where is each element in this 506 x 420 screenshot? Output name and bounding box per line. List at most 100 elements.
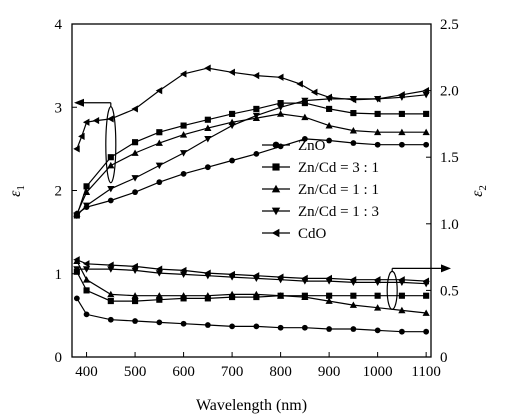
svg-text:ε2: ε2 bbox=[469, 185, 489, 197]
data-point-epsilon2-zno bbox=[253, 323, 260, 330]
axis-pointer-epsilon1 bbox=[74, 98, 117, 184]
x-axis-title: Wavelength (nm) bbox=[196, 397, 307, 414]
x-tick-label: 700 bbox=[221, 364, 244, 380]
data-point-epsilon1-zn-cd-3-1 bbox=[83, 183, 90, 190]
y-right-tick-label: 1.5 bbox=[440, 150, 459, 166]
data-point-epsilon1-zn-cd-1-3 bbox=[131, 175, 139, 182]
data-point-epsilon2-zn-cd-1-1 bbox=[349, 301, 357, 308]
axis-pointer-epsilon2 bbox=[386, 264, 451, 310]
x-tick-label: 1100 bbox=[411, 364, 440, 380]
series-line-epsilon2-zn-cd-1-3 bbox=[76, 268, 427, 285]
legend-label: Zn/Cd = 1 : 1 bbox=[298, 182, 379, 198]
data-point-epsilon1-zn-cd-1-3 bbox=[73, 212, 81, 220]
data-point-epsilon1-zn-cd-3-1 bbox=[253, 105, 260, 112]
data-point-epsilon1-zn-cd-3-1 bbox=[398, 110, 405, 117]
data-point-epsilon2-zn-cd-1-1 bbox=[204, 292, 212, 299]
data-point-epsilon2-cdo bbox=[179, 266, 187, 275]
data-point-epsilon2-zn-cd-3-1 bbox=[326, 292, 333, 299]
data-point-epsilon1-zn-cd-1-3 bbox=[179, 150, 188, 157]
data-point-epsilon1-zno bbox=[399, 141, 405, 148]
data-point-epsilon1-cdo bbox=[296, 80, 303, 88]
data-point-epsilon2-cdo bbox=[73, 256, 80, 264]
data-point-epsilon1-cdo bbox=[131, 105, 138, 113]
data-point-epsilon1-cdo bbox=[179, 70, 187, 78]
data-point-epsilon1-zn-cd-1-1 bbox=[131, 149, 139, 156]
legend-marker bbox=[271, 184, 281, 193]
data-point-epsilon1-zno bbox=[326, 137, 333, 144]
series-line-epsilon2-zn-cd-1-1 bbox=[76, 260, 427, 314]
data-point-epsilon1-zn-cd-1-1 bbox=[422, 128, 430, 136]
data-point-epsilon1-zn-cd-1-3 bbox=[82, 202, 91, 210]
series-line-epsilon2-zn-cd-3-1 bbox=[76, 271, 427, 302]
data-point-epsilon1-cdo bbox=[204, 64, 211, 72]
y-left-tick-label: 2 bbox=[55, 184, 63, 200]
data-point-epsilon2-zn-cd-3-1 bbox=[374, 292, 381, 299]
data-point-epsilon1-zn-cd-3-1 bbox=[374, 110, 381, 117]
x-tick-label: 400 bbox=[75, 364, 98, 380]
x-tick-label: 900 bbox=[318, 364, 341, 380]
series-epsilon2-cdo bbox=[73, 256, 430, 285]
data-point-epsilon1-zn-cd-1-1 bbox=[277, 110, 285, 117]
data-point-epsilon2-cdo bbox=[228, 270, 235, 279]
data-point-epsilon2-zno bbox=[326, 326, 333, 332]
pointer-arrowhead bbox=[441, 264, 451, 273]
data-point-epsilon2-zn-cd-3-1 bbox=[398, 292, 405, 299]
data-point-epsilon1-cdo bbox=[107, 115, 114, 123]
data-point-epsilon1-zn-cd-1-3 bbox=[252, 112, 260, 120]
data-point-epsilon2-zn-cd-1-3 bbox=[82, 266, 91, 273]
data-point-epsilon1-zno bbox=[180, 170, 187, 177]
data-point-epsilon1-zn-cd-3-1 bbox=[204, 116, 211, 123]
annotation-layer bbox=[74, 98, 451, 310]
legend-marker bbox=[271, 228, 280, 238]
data-point-epsilon1-zno bbox=[132, 189, 138, 196]
y-right-tick-label: 0.5 bbox=[440, 283, 459, 299]
y-axis-left-title: ε1 bbox=[7, 185, 27, 197]
data-point-epsilon2-cdo bbox=[398, 276, 405, 284]
data-point-epsilon1-zno bbox=[253, 150, 260, 157]
data-point-epsilon1-zn-cd-1-1 bbox=[349, 126, 357, 134]
series-epsilon2-zn-cd-1-3 bbox=[73, 266, 430, 288]
data-point-epsilon2-cdo bbox=[374, 276, 381, 284]
legend-marker bbox=[271, 207, 281, 216]
x-tick-label: 600 bbox=[172, 364, 195, 380]
data-point-epsilon2-cdo bbox=[131, 262, 138, 271]
data-point-epsilon2-cdo bbox=[325, 274, 333, 283]
y-right-tick-label: 2.0 bbox=[440, 84, 459, 100]
data-point-epsilon1-zno bbox=[107, 197, 114, 204]
data-point-epsilon1-cdo bbox=[252, 72, 260, 80]
data-point-epsilon1-cdo bbox=[228, 68, 235, 76]
data-point-epsilon2-cdo bbox=[277, 273, 284, 281]
series-epsilon1-cdo bbox=[73, 64, 430, 153]
data-point-epsilon2-zn-cd-3-1 bbox=[156, 296, 163, 303]
data-point-epsilon2-zn-cd-1-1 bbox=[325, 297, 333, 304]
data-point-epsilon1-cdo bbox=[155, 87, 163, 95]
legend-item-zn-cd-1-1: Zn/Cd = 1 : 1 bbox=[262, 182, 379, 198]
y-left-tick-label: 0 bbox=[55, 350, 63, 366]
y-left-tick-label: 3 bbox=[55, 100, 63, 116]
data-point-epsilon1-zn-cd-3-1 bbox=[350, 110, 357, 117]
data-point-epsilon1-cdo bbox=[92, 116, 100, 125]
x-tick-label: 800 bbox=[269, 364, 292, 380]
data-point-epsilon2-zn-cd-3-1 bbox=[132, 297, 139, 305]
legend-label: Zn/Cd = 3 : 1 bbox=[298, 160, 379, 176]
data-point-epsilon1-zn-cd-3-1 bbox=[156, 129, 163, 136]
y-right-tick-label: 2.5 bbox=[440, 17, 459, 33]
data-point-epsilon2-zno bbox=[204, 322, 211, 328]
data-point-epsilon2-zno bbox=[132, 318, 138, 324]
data-point-epsilon2-zno bbox=[83, 311, 90, 318]
data-point-epsilon1-zn-cd-1-1 bbox=[398, 128, 406, 136]
data-point-epsilon1-cdo bbox=[398, 91, 405, 99]
data-point-epsilon1-cdo bbox=[78, 132, 85, 140]
series-epsilon1-zn-cd-3-1 bbox=[73, 100, 430, 219]
data-point-epsilon2-zn-cd-1-1 bbox=[252, 290, 260, 298]
data-point-epsilon2-zn-cd-1-1 bbox=[82, 276, 91, 283]
data-point-epsilon2-zn-cd-1-3 bbox=[73, 266, 81, 273]
data-point-epsilon1-cdo bbox=[277, 73, 284, 81]
legend-item-cdo: CdO bbox=[262, 226, 327, 242]
series-line-epsilon2-zno bbox=[76, 298, 427, 333]
legend-marker bbox=[272, 141, 280, 149]
data-point-epsilon2-zn-cd-3-1 bbox=[107, 297, 114, 305]
y-axis-right-subscript: 2 bbox=[477, 185, 489, 191]
series-line-epsilon1-zn-cd-3-1 bbox=[76, 102, 427, 216]
y-right-tick-label: 1.0 bbox=[440, 217, 459, 233]
